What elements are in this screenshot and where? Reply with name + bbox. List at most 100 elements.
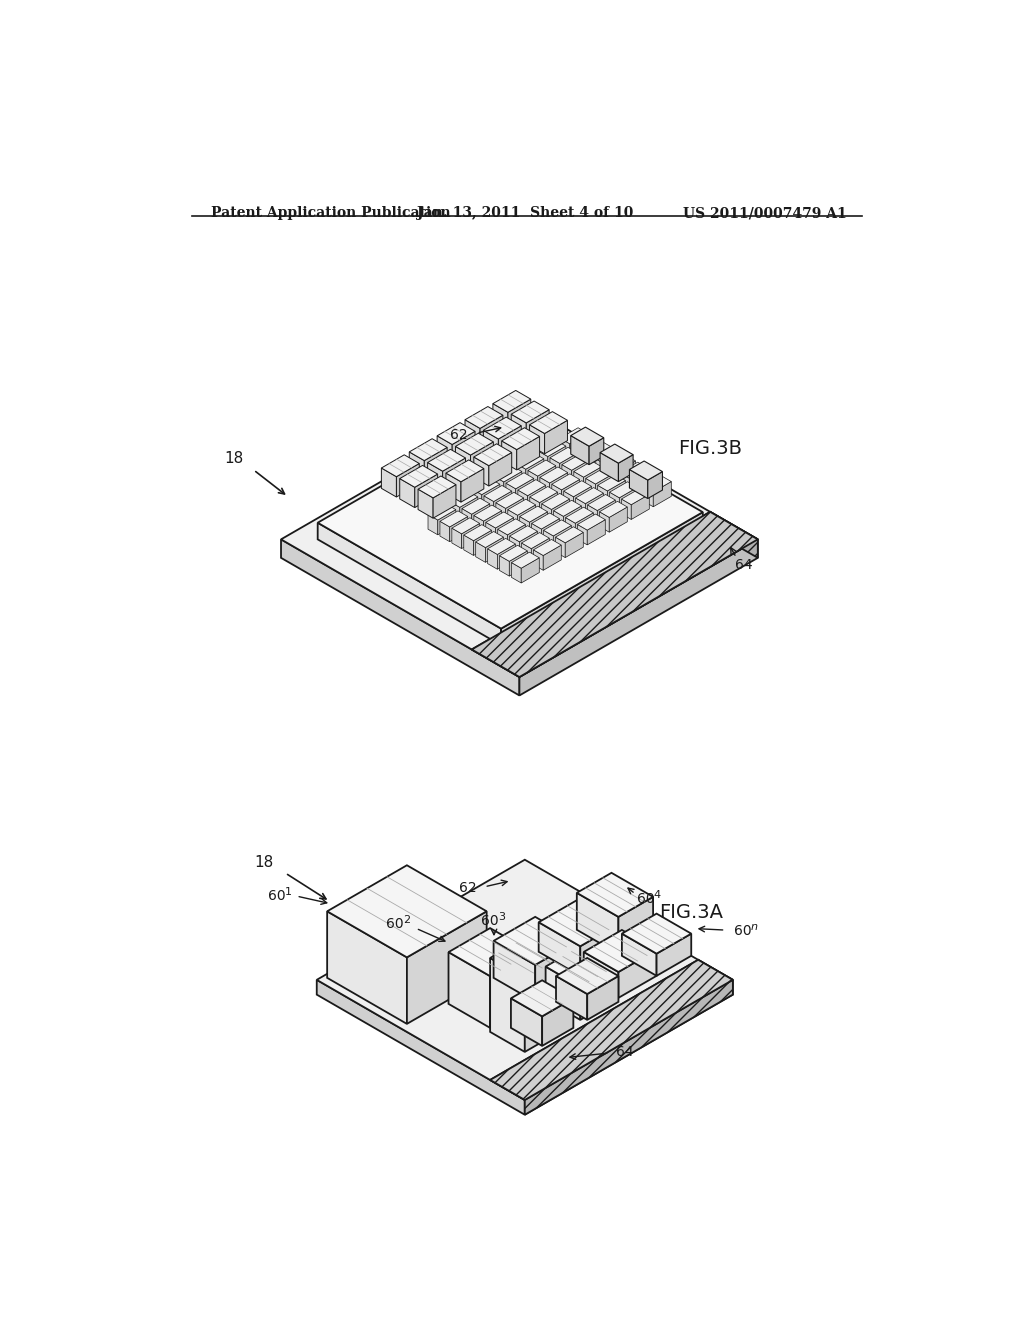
Polygon shape: [506, 473, 534, 488]
Polygon shape: [556, 975, 587, 1020]
Polygon shape: [560, 453, 578, 478]
Polygon shape: [582, 441, 600, 466]
Polygon shape: [607, 466, 617, 486]
Polygon shape: [653, 482, 672, 507]
Polygon shape: [488, 453, 512, 486]
Polygon shape: [554, 500, 582, 516]
Polygon shape: [508, 510, 517, 531]
Polygon shape: [428, 462, 442, 491]
Polygon shape: [563, 506, 582, 531]
Polygon shape: [571, 459, 590, 484]
Polygon shape: [618, 896, 653, 954]
Polygon shape: [483, 430, 499, 459]
Polygon shape: [437, 422, 475, 445]
Polygon shape: [550, 458, 560, 478]
Polygon shape: [587, 520, 605, 545]
Polygon shape: [472, 479, 500, 495]
Polygon shape: [552, 474, 580, 490]
Polygon shape: [521, 558, 540, 583]
Polygon shape: [573, 471, 584, 492]
Polygon shape: [630, 461, 663, 480]
Text: Jan. 13, 2011  Sheet 4 of 10: Jan. 13, 2011 Sheet 4 of 10: [417, 206, 633, 220]
Polygon shape: [415, 474, 437, 508]
Polygon shape: [630, 470, 648, 499]
Polygon shape: [494, 491, 512, 516]
Polygon shape: [575, 512, 593, 539]
Polygon shape: [496, 492, 523, 508]
Polygon shape: [316, 979, 524, 1114]
Polygon shape: [472, 504, 489, 529]
Polygon shape: [632, 479, 641, 500]
Polygon shape: [381, 469, 396, 498]
Polygon shape: [538, 441, 566, 457]
Polygon shape: [529, 412, 567, 433]
Polygon shape: [504, 471, 522, 496]
Polygon shape: [482, 484, 500, 510]
Polygon shape: [554, 511, 563, 531]
Polygon shape: [710, 512, 758, 558]
Polygon shape: [510, 536, 519, 557]
Polygon shape: [381, 455, 419, 477]
Polygon shape: [543, 545, 561, 570]
Polygon shape: [596, 459, 605, 479]
Polygon shape: [450, 502, 460, 523]
Text: 60: 60: [386, 916, 403, 931]
Polygon shape: [605, 454, 624, 479]
Polygon shape: [490, 958, 524, 1052]
Polygon shape: [485, 512, 514, 528]
Polygon shape: [594, 447, 611, 473]
Polygon shape: [521, 532, 549, 549]
Polygon shape: [433, 484, 456, 519]
Polygon shape: [442, 458, 466, 491]
Polygon shape: [464, 524, 492, 541]
Polygon shape: [474, 515, 483, 536]
Polygon shape: [534, 550, 543, 570]
Polygon shape: [502, 428, 540, 450]
Polygon shape: [500, 545, 527, 561]
Polygon shape: [516, 453, 544, 469]
Polygon shape: [589, 438, 604, 465]
Polygon shape: [410, 438, 447, 461]
Polygon shape: [630, 467, 647, 492]
Polygon shape: [570, 428, 604, 446]
Polygon shape: [607, 455, 636, 471]
Polygon shape: [483, 417, 521, 440]
Polygon shape: [490, 939, 559, 978]
Polygon shape: [509, 550, 527, 576]
Polygon shape: [542, 504, 552, 524]
Polygon shape: [570, 436, 589, 465]
Text: FIG.3A: FIG.3A: [659, 903, 723, 921]
Polygon shape: [539, 900, 618, 946]
Text: FIG.3B: FIG.3B: [678, 440, 742, 458]
Polygon shape: [494, 466, 522, 482]
Polygon shape: [518, 479, 546, 496]
Polygon shape: [528, 461, 556, 477]
Polygon shape: [511, 552, 540, 568]
Polygon shape: [418, 490, 433, 519]
Polygon shape: [536, 941, 577, 1002]
Polygon shape: [528, 470, 538, 491]
Polygon shape: [586, 478, 596, 499]
Polygon shape: [498, 544, 515, 569]
Polygon shape: [456, 433, 494, 455]
Polygon shape: [550, 447, 578, 463]
Polygon shape: [524, 979, 733, 1114]
Polygon shape: [587, 975, 618, 1020]
Polygon shape: [618, 950, 656, 998]
Polygon shape: [449, 928, 531, 977]
Text: US 2011/0007479 A1: US 2011/0007479 A1: [683, 206, 847, 220]
Polygon shape: [573, 461, 602, 477]
Polygon shape: [520, 516, 529, 537]
Polygon shape: [542, 998, 573, 1045]
Polygon shape: [581, 924, 618, 975]
Polygon shape: [524, 958, 559, 1052]
Polygon shape: [501, 512, 702, 645]
Polygon shape: [465, 420, 480, 449]
Polygon shape: [445, 473, 461, 502]
Polygon shape: [609, 482, 637, 498]
Polygon shape: [485, 537, 504, 562]
Polygon shape: [516, 478, 534, 504]
Polygon shape: [462, 498, 489, 515]
Text: 3: 3: [498, 912, 505, 923]
Polygon shape: [620, 473, 630, 492]
